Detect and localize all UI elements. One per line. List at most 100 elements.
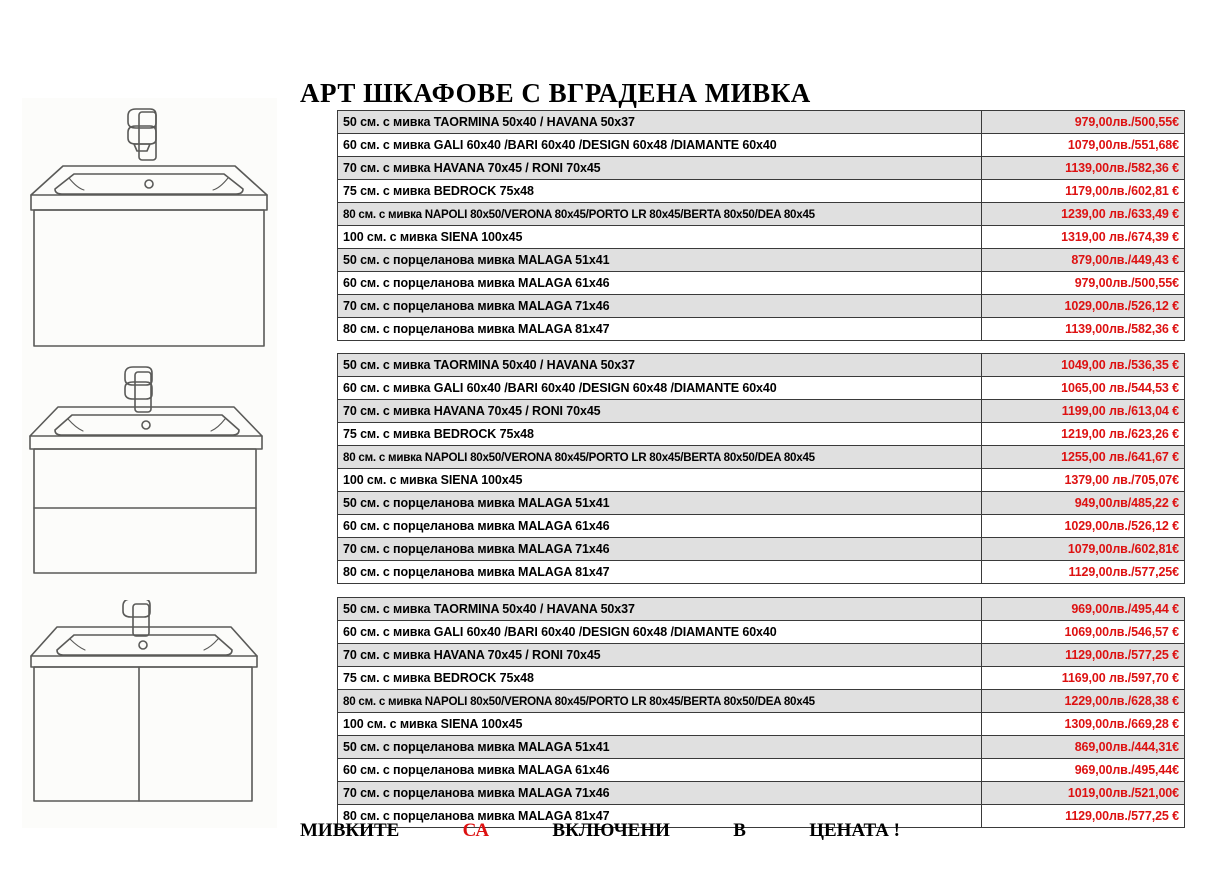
row-price: 1255,00 лв./641,67 €	[981, 445, 1185, 469]
table-row[interactable]: 75 см. с мивка BEDROCK 75x48 1179,00лв./6…	[337, 179, 1185, 203]
row-price: 969,00лв./495,44 €	[981, 597, 1185, 621]
row-description: 100 см. с мивка SIENA 100x45	[337, 712, 982, 736]
row-price: 949,00лв/485,22 €	[981, 491, 1185, 515]
table-row[interactable]: 70 см. с мивка HAVANA 70x45 / RONI 70x45…	[337, 156, 1185, 180]
row-price: 869,00лв./444,31€	[981, 735, 1185, 759]
row-price: 1049,00 лв./536,35 €	[981, 353, 1185, 377]
row-description: 60 см. с порцеланова мивка MALAGA 61x46	[337, 514, 982, 538]
footer-word-4: В	[733, 820, 746, 841]
table-row[interactable]: 100 см. с мивка SIENA 100x45 1319,00 лв./…	[337, 225, 1185, 249]
row-description: 60 см. с порцеланова мивка MALAGA 61x46	[337, 758, 982, 782]
row-description: 50 см. с мивка TAORMINA 50x40 / HAVANA 5…	[337, 353, 982, 377]
vanity-illustration-two-doors	[22, 600, 277, 828]
row-description: 80 см. с порцеланова мивка MALAGA 81x47	[337, 804, 982, 828]
row-description: 50 см. с мивка TAORMINA 50x40 / HAVANA 5…	[337, 597, 982, 621]
vanity-illustration-two-drawers	[22, 360, 277, 600]
row-price: 1239,00 лв./633,49 €	[981, 202, 1185, 226]
table-row[interactable]: 60 см. с мивка GALI 60x40 /BARI 60x40 /D…	[337, 376, 1185, 400]
table-row[interactable]: 100 см. с мивка SIENA 100x45 1379,00 лв./…	[337, 468, 1185, 492]
table-row[interactable]: 60 см. с порцеланова мивка MALAGA 61x46 9…	[337, 271, 1185, 295]
row-description: 70 см. с порцеланова мивка MALAGA 71x46	[337, 537, 982, 561]
row-price: 1139,00лв./582,36 €	[981, 317, 1185, 341]
row-description: 75 см. с мивка BEDROCK 75x48	[337, 666, 982, 690]
price-table-2: 50 см. с мивка TAORMINA 50x40 / HAVANA 5…	[337, 353, 1185, 584]
row-price: 1019,00лв./521,00€	[981, 781, 1185, 805]
table-row[interactable]: 50 см. с мивка TAORMINA 50x40 / HAVANA 5…	[337, 110, 1185, 134]
row-description: 60 см. с порцеланова мивка MALAGA 61x46	[337, 271, 982, 295]
table-row[interactable]: 70 см. с порцеланова мивка MALAGA 71x46 1…	[337, 537, 1185, 561]
row-description: 75 см. с мивка BEDROCK 75x48	[337, 179, 982, 203]
row-price: 1129,00лв./577,25 €	[981, 643, 1185, 667]
table-row[interactable]: 70 см. с порцеланова мивка MALAGA 71x46 1…	[337, 294, 1185, 318]
price-table-3: 50 см. с мивка TAORMINA 50x40 / HAVANA 5…	[337, 597, 1185, 828]
table-row[interactable]: 60 см. с порцеланова мивка MALAGA 61x46 1…	[337, 514, 1185, 538]
table-row[interactable]: 80 см. с порцеланова мивка MALAGA 81x47 1…	[337, 804, 1185, 828]
table-row[interactable]: 75 см. с мивка BEDROCK 75x48 1219,00 лв./…	[337, 422, 1185, 446]
row-price: 1079,00лв./551,68€	[981, 133, 1185, 157]
row-price: 1219,00 лв./623,26 €	[981, 422, 1185, 446]
row-price: 1309,00лв./669,28 €	[981, 712, 1185, 736]
row-price: 1139,00лв./582,36 €	[981, 156, 1185, 180]
row-description: 75 см. с мивка BEDROCK 75x48	[337, 422, 982, 446]
table-row[interactable]: 60 см. с мивка GALI 60x40 /BARI 60x40 /D…	[337, 133, 1185, 157]
table-row[interactable]: 100 см. с мивка SIENA 100x45 1309,00лв./6…	[337, 712, 1185, 736]
footer-word-3: ВКЛЮЧЕНИ	[552, 820, 670, 841]
row-description: 100 см. с мивка SIENA 100x45	[337, 225, 982, 249]
row-price: 1079,00лв./602,81€	[981, 537, 1185, 561]
row-price: 1229,00лв./628,38 €	[981, 689, 1185, 713]
row-price: 1129,00лв./577,25 €	[981, 804, 1185, 828]
row-price: 979,00лв./500,55€	[981, 271, 1185, 295]
table-row[interactable]: 60 см. с мивка GALI 60x40 /BARI 60x40 /D…	[337, 620, 1185, 644]
row-price: 1029,00лв./526,12 €	[981, 514, 1185, 538]
row-description: 80 см. с мивка NAPOLI 80x50/VERONA 80x45…	[337, 202, 982, 226]
price-table-1: 50 см. с мивка TAORMINA 50x40 / HAVANA 5…	[337, 110, 1185, 341]
row-price: 1199,00 лв./613,04 €	[981, 399, 1185, 423]
table-row[interactable]: 50 см. с мивка TAORMINA 50x40 / HAVANA 5…	[337, 353, 1185, 377]
table-row[interactable]: 70 см. с порцеланова мивка MALAGA 71x46 1…	[337, 781, 1185, 805]
page-title: АРТ ШКАФОВЕ С ВГРАДЕНА МИВКА	[300, 78, 811, 108]
row-price: 1379,00 лв./705,07€	[981, 468, 1185, 492]
row-price: 979,00лв./500,55€	[981, 110, 1185, 134]
row-description: 50 см. с порцеланова мивка MALAGA 51x41	[337, 491, 982, 515]
table-row[interactable]: 80 см. с мивка NAPOLI 80x50/VERONA 80x45…	[337, 202, 1185, 226]
row-description: 80 см. с порцеланова мивка MALAGA 81x47	[337, 317, 982, 341]
row-description: 60 см. с мивка GALI 60x40 /BARI 60x40 /D…	[337, 620, 982, 644]
row-description: 70 см. с мивка HAVANA 70x45 / RONI 70x45	[337, 156, 982, 180]
row-description: 70 см. с порцеланова мивка MALAGA 71x46	[337, 781, 982, 805]
row-description: 100 см. с мивка SIENA 100x45	[337, 468, 982, 492]
row-description: 80 см. с порцеланова мивка MALAGA 81x47	[337, 560, 982, 584]
table-row[interactable]: 50 см. с порцеланова мивка MALAGA 51x41 8…	[337, 735, 1185, 759]
table-row[interactable]: 60 см. с порцеланова мивка MALAGA 61x46 9…	[337, 758, 1185, 782]
row-price: 1065,00 лв./544,53 €	[981, 376, 1185, 400]
row-description: 80 см. с мивка NAPOLI 80x50/VERONA 80x45…	[337, 445, 982, 469]
product-illustrations	[22, 98, 277, 828]
table-row[interactable]: 80 см. с порцеланова мивка MALAGA 81x47 1…	[337, 560, 1185, 584]
table-row[interactable]: 50 см. с порцеланова мивка MALAGA 51x41 8…	[337, 248, 1185, 272]
table-row[interactable]: 75 см. с мивка BEDROCK 75x48 1169,00 лв./…	[337, 666, 1185, 690]
row-description: 60 см. с мивка GALI 60x40 /BARI 60x40 /D…	[337, 376, 982, 400]
row-price: 1169,00 лв./597,70 €	[981, 666, 1185, 690]
footer-word-1: МИВКИТЕ	[300, 820, 400, 841]
table-row[interactable]: 70 см. с мивка HAVANA 70x45 / RONI 70x45…	[337, 399, 1185, 423]
row-price: 1129,00лв./577,25€	[981, 560, 1185, 584]
table-row[interactable]: 50 см. с порцеланова мивка MALAGA 51x41 9…	[337, 491, 1185, 515]
table-row[interactable]: 70 см. с мивка HAVANA 70x45 / RONI 70x45…	[337, 643, 1185, 667]
table-row[interactable]: 50 см. с мивка TAORMINA 50x40 / HAVANA 5…	[337, 597, 1185, 621]
row-price: 969,00лв./495,44€	[981, 758, 1185, 782]
row-description: 80 см. с мивка NAPOLI 80x50/VERONA 80x45…	[337, 689, 982, 713]
footer-word-5: ЦЕНАТА !	[809, 820, 900, 841]
row-description: 70 см. с мивка HAVANA 70x45 / RONI 70x45	[337, 643, 982, 667]
row-description: 70 см. с мивка HAVANA 70x45 / RONI 70x45	[337, 399, 982, 423]
footer-word-2-highlight: СА	[462, 820, 490, 841]
row-description: 70 см. с порцеланова мивка MALAGA 71x46	[337, 294, 982, 318]
table-row[interactable]: 80 см. с порцеланова мивка MALAGA 81x47 1…	[337, 317, 1185, 341]
row-price: 1069,00лв./546,57 €	[981, 620, 1185, 644]
table-row[interactable]: 80 см. с мивка NAPOLI 80x50/VERONA 80x45…	[337, 689, 1185, 713]
table-row[interactable]: 80 см. с мивка NAPOLI 80x50/VERONA 80x45…	[337, 445, 1185, 469]
row-description: 60 см. с мивка GALI 60x40 /BARI 60x40 /D…	[337, 133, 982, 157]
footer-note: МИВКИТЕ СА ВКЛЮЧЕНИ В ЦЕНАТА !	[300, 820, 900, 842]
row-price: 1319,00 лв./674,39 €	[981, 225, 1185, 249]
row-description: 50 см. с порцеланова мивка MALAGA 51x41	[337, 735, 982, 759]
vanity-illustration-single-front	[22, 98, 277, 360]
row-price: 1179,00лв./602,81 €	[981, 179, 1185, 203]
